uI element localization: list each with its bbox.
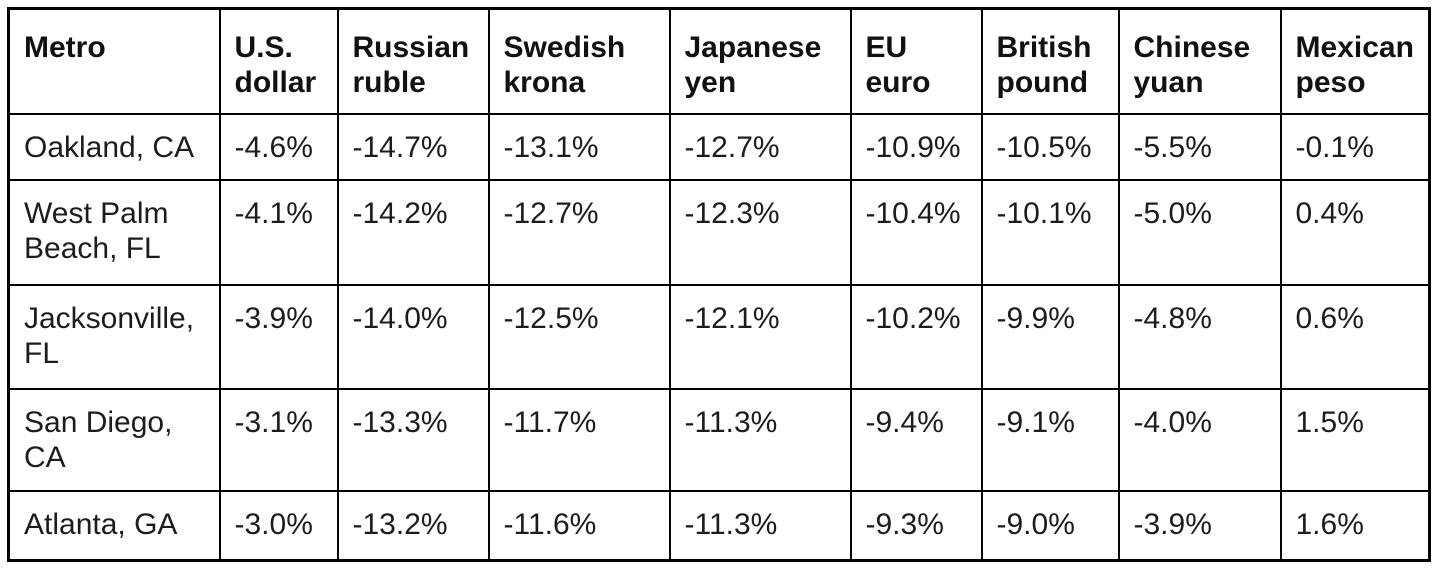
value-cell: -10.2% bbox=[849, 283, 983, 390]
value-cell: -10.5% bbox=[980, 112, 1120, 181]
value-cell: -12.5% bbox=[487, 283, 671, 390]
metro-cell: Oakland, CA bbox=[7, 112, 221, 181]
value-cell: -4.1% bbox=[218, 178, 339, 286]
column-header-russian-ruble: Russian ruble bbox=[336, 7, 490, 115]
value-cell: -4.0% bbox=[1117, 387, 1282, 492]
value-cell: -4.6% bbox=[218, 112, 339, 181]
value-cell: -9.4% bbox=[849, 387, 983, 492]
value-cell: 1.6% bbox=[1279, 489, 1431, 562]
value-cell: 0.6% bbox=[1279, 283, 1431, 390]
value-cell: 0.4% bbox=[1279, 178, 1431, 286]
value-cell: -3.0% bbox=[218, 489, 339, 562]
metro-currency-table: Metro U.S. dollar Russian ruble Swedish … bbox=[7, 7, 1431, 562]
value-cell: -4.8% bbox=[1117, 283, 1282, 390]
value-cell: -14.0% bbox=[336, 283, 490, 390]
column-header-eu-euro: EU euro bbox=[849, 7, 983, 115]
value-cell: -11.7% bbox=[487, 387, 671, 492]
value-cell: -12.1% bbox=[668, 283, 852, 390]
column-header-us-dollar: U.S. dollar bbox=[218, 7, 339, 115]
header-row: Metro U.S. dollar Russian ruble Swedish … bbox=[7, 7, 1431, 115]
value-cell: -14.2% bbox=[336, 178, 490, 286]
value-cell: -9.3% bbox=[849, 489, 983, 562]
value-cell: -3.9% bbox=[1117, 489, 1282, 562]
value-cell: -13.3% bbox=[336, 387, 490, 492]
table-row: Jacksonville, FL -3.9% -14.0% -12.5% -12… bbox=[7, 283, 1431, 390]
value-cell: -12.3% bbox=[668, 178, 852, 286]
value-cell: -12.7% bbox=[487, 178, 671, 286]
value-cell: -10.1% bbox=[980, 178, 1120, 286]
value-cell: -3.9% bbox=[218, 283, 339, 390]
table-row: Oakland, CA -4.6% -14.7% -13.1% -12.7% -… bbox=[7, 112, 1431, 181]
value-cell: -10.4% bbox=[849, 178, 983, 286]
value-cell: -11.6% bbox=[487, 489, 671, 562]
value-cell: 1.5% bbox=[1279, 387, 1431, 492]
column-header-chinese-yuan: Chinese yuan bbox=[1117, 7, 1282, 115]
value-cell: -9.1% bbox=[980, 387, 1120, 492]
value-cell: -5.0% bbox=[1117, 178, 1282, 286]
column-header-metro: Metro bbox=[7, 7, 221, 115]
column-header-swedish-krona: Swedish krona bbox=[487, 7, 671, 115]
table-row: San Diego, CA -3.1% -13.3% -11.7% -11.3%… bbox=[7, 387, 1431, 492]
metro-cell: Atlanta, GA bbox=[7, 489, 221, 562]
value-cell: -13.2% bbox=[336, 489, 490, 562]
value-cell: -13.1% bbox=[487, 112, 671, 181]
value-cell: -11.3% bbox=[668, 489, 852, 562]
column-header-british-pound: British pound bbox=[980, 7, 1120, 115]
column-header-japanese-yen: Japanese yen bbox=[668, 7, 852, 115]
value-cell: -10.9% bbox=[849, 112, 983, 181]
metro-cell: West Palm Beach, FL bbox=[7, 178, 221, 286]
value-cell: -0.1% bbox=[1279, 112, 1431, 181]
value-cell: -3.1% bbox=[218, 387, 339, 492]
metro-cell: San Diego, CA bbox=[7, 387, 221, 492]
value-cell: -9.9% bbox=[980, 283, 1120, 390]
value-cell: -5.5% bbox=[1117, 112, 1282, 181]
table-row: West Palm Beach, FL -4.1% -14.2% -12.7% … bbox=[7, 178, 1431, 286]
value-cell: -12.7% bbox=[668, 112, 852, 181]
value-cell: -14.7% bbox=[336, 112, 490, 181]
value-cell: -9.0% bbox=[980, 489, 1120, 562]
column-header-mexican-peso: Mexican peso bbox=[1279, 7, 1431, 115]
metro-cell: Jacksonville, FL bbox=[7, 283, 221, 390]
value-cell: -11.3% bbox=[668, 387, 852, 492]
table-row: Atlanta, GA -3.0% -13.2% -11.6% -11.3% -… bbox=[7, 489, 1431, 562]
